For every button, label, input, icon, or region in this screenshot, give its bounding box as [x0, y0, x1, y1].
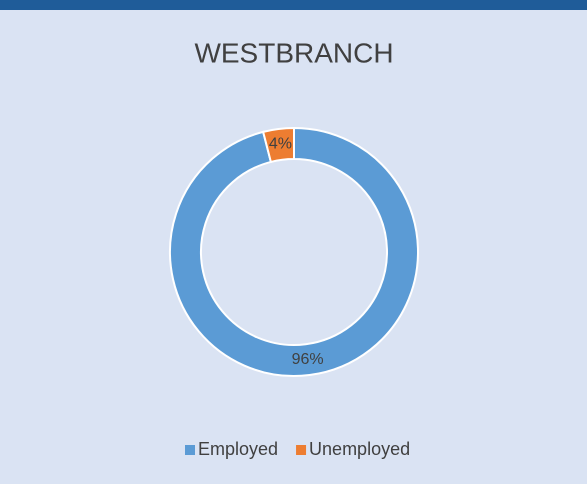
legend-swatch — [185, 445, 195, 455]
data-label: 4% — [269, 136, 292, 153]
slice — [261, 126, 295, 164]
slice — [169, 126, 419, 377]
header-bar — [0, 0, 587, 10]
data-label: 96% — [292, 351, 324, 368]
legend-label: Unemployed — [309, 439, 410, 459]
legend-label: Employed — [198, 439, 278, 459]
chart-title: WESTBRANCH — [194, 37, 393, 68]
legend-swatch — [296, 445, 307, 455]
